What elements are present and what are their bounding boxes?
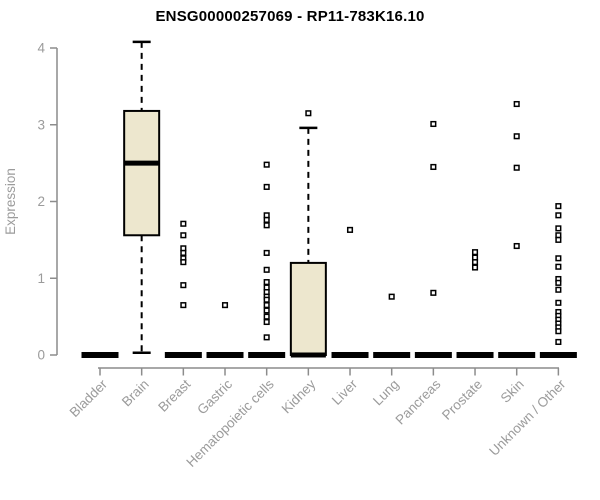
box-breast bbox=[164, 220, 202, 358]
collapsed-box bbox=[456, 352, 494, 358]
x-tick-label: Bladder bbox=[67, 376, 111, 420]
outlier-point bbox=[263, 183, 270, 190]
x-tick-label: Skin bbox=[498, 377, 527, 406]
outlier-point bbox=[263, 318, 270, 326]
outlier-point bbox=[430, 163, 437, 171]
box-hematopoietic-cells bbox=[248, 161, 286, 358]
outlier-point bbox=[180, 282, 187, 289]
outlier-point bbox=[263, 249, 270, 256]
collapsed-box bbox=[498, 352, 536, 358]
outlier-point bbox=[555, 299, 562, 306]
box-liver bbox=[331, 226, 369, 358]
y-tick-label: 2 bbox=[37, 194, 45, 209]
outlier-point bbox=[430, 289, 437, 296]
collapsed-box bbox=[539, 352, 577, 358]
x-tick-label: Breast bbox=[155, 376, 193, 414]
box-unknown-other bbox=[539, 203, 577, 358]
collapsed-box bbox=[373, 352, 411, 358]
outlier-point bbox=[555, 328, 562, 335]
box-gastric bbox=[206, 302, 244, 358]
collapsed-box bbox=[331, 352, 369, 358]
y-tick-label: 3 bbox=[37, 117, 45, 132]
outlier-point bbox=[555, 279, 562, 286]
iqr-box bbox=[289, 261, 327, 356]
box-prostate bbox=[456, 249, 494, 358]
outlier-point bbox=[555, 212, 562, 219]
outlier-point bbox=[263, 313, 270, 320]
outlier-point bbox=[180, 302, 187, 309]
outlier-point bbox=[263, 216, 270, 223]
box-brain bbox=[123, 40, 161, 354]
outlier-point bbox=[263, 307, 270, 314]
outlier-point bbox=[263, 296, 270, 303]
outlier-point bbox=[180, 232, 187, 239]
outlier-point bbox=[221, 302, 229, 309]
outlier-point bbox=[513, 164, 520, 171]
chart-title: ENSG00000257069 - RP11-783K16.10 bbox=[155, 8, 425, 25]
outlier-point bbox=[555, 263, 562, 270]
outlier-point bbox=[513, 133, 520, 140]
collapsed-box bbox=[164, 352, 202, 358]
outlier-point bbox=[346, 226, 354, 233]
x-tick-label: Prostate bbox=[439, 377, 485, 423]
outlier-point bbox=[555, 203, 562, 210]
box-bladder bbox=[81, 352, 119, 358]
y-tick-label: 0 bbox=[37, 348, 45, 363]
x-tick-label: Brain bbox=[119, 377, 152, 410]
outlier-point bbox=[305, 110, 312, 117]
outlier-point bbox=[471, 259, 479, 266]
outlier-point bbox=[180, 249, 187, 256]
outlier-point bbox=[471, 264, 479, 271]
outlier-point bbox=[471, 249, 479, 256]
x-tick-label: Gastric bbox=[194, 376, 235, 417]
x-tick-label: Kidney bbox=[279, 376, 319, 416]
outlier-point bbox=[263, 302, 270, 309]
outlier-point bbox=[263, 222, 270, 229]
outlier-point bbox=[263, 334, 270, 341]
box-kidney bbox=[289, 110, 327, 358]
box-pancreas bbox=[414, 120, 452, 358]
outlier-point bbox=[555, 255, 562, 262]
collapsed-box bbox=[414, 352, 452, 358]
y-tick-label: 1 bbox=[37, 271, 45, 286]
x-tick-label: Lung bbox=[370, 377, 402, 409]
outlier-point bbox=[388, 293, 395, 300]
x-tick-label: Pancreas bbox=[393, 376, 444, 427]
box-lung bbox=[373, 293, 411, 358]
outlier-point bbox=[430, 120, 437, 128]
outlier-point bbox=[263, 266, 270, 273]
outlier-point bbox=[263, 161, 270, 168]
x-tick-label: Liver bbox=[329, 376, 361, 408]
outlier-point bbox=[263, 279, 270, 286]
outlier-point bbox=[513, 100, 520, 108]
x-tick-label: Unknown / Other bbox=[486, 376, 569, 459]
iqr-box bbox=[123, 109, 161, 237]
y-axis-title: Expression bbox=[3, 168, 18, 235]
outlier-point bbox=[555, 236, 562, 243]
y-tick-label: 4 bbox=[37, 41, 45, 56]
outlier-point bbox=[555, 338, 562, 346]
box-skin bbox=[498, 100, 536, 358]
collapsed-box bbox=[248, 352, 286, 358]
outlier-point bbox=[180, 220, 187, 227]
outlier-point bbox=[555, 225, 562, 232]
collapsed-box bbox=[81, 352, 119, 358]
collapsed-box bbox=[206, 352, 244, 358]
outlier-point bbox=[513, 242, 520, 250]
outlier-point bbox=[180, 259, 187, 266]
outlier-point bbox=[555, 286, 562, 293]
